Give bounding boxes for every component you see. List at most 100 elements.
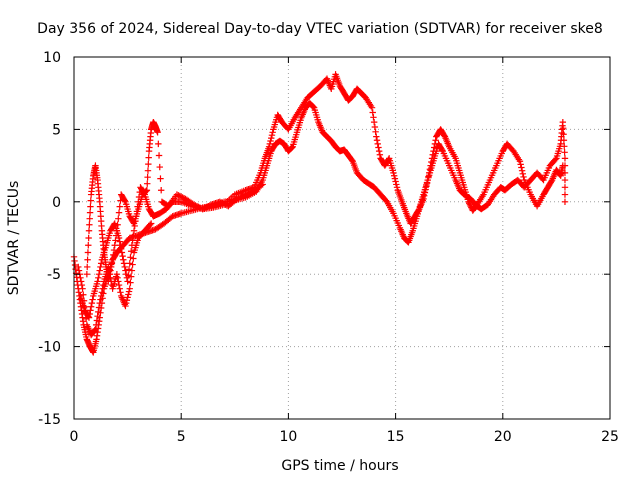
data-point xyxy=(122,302,129,310)
data-point xyxy=(425,169,433,177)
data-point xyxy=(310,103,317,111)
axes-layer: 0 5 10 15 20 25 -15 -10 -5 0 5 10 xyxy=(38,50,619,445)
data-point xyxy=(126,285,133,292)
y-tick-label: -10 xyxy=(38,340,61,356)
data-point xyxy=(116,238,123,245)
data-point xyxy=(392,178,399,185)
data-point xyxy=(373,137,381,144)
data-point xyxy=(390,169,397,177)
data-point xyxy=(145,160,152,168)
data-point xyxy=(87,307,94,314)
data-point xyxy=(127,254,134,261)
data-point xyxy=(438,146,446,154)
data-point xyxy=(374,140,381,148)
data-point xyxy=(154,129,161,136)
data-point xyxy=(520,173,527,181)
data-point xyxy=(369,109,376,116)
data-point xyxy=(145,154,152,161)
data-point xyxy=(432,137,439,144)
data-point xyxy=(142,188,149,195)
data-point xyxy=(130,232,137,239)
data-point xyxy=(82,309,89,317)
data-point xyxy=(75,267,83,274)
data-point xyxy=(393,184,401,191)
chart-title: Day 356 of 2024, Sidereal Day-to-day VTE… xyxy=(37,21,603,37)
data-point xyxy=(415,207,422,214)
data-point xyxy=(175,192,182,199)
data-point xyxy=(127,248,135,255)
data-point xyxy=(116,285,123,292)
y-tick-label: 10 xyxy=(43,50,61,66)
data-point xyxy=(370,114,377,121)
data-point xyxy=(120,256,127,263)
data-point xyxy=(96,267,103,274)
data-point xyxy=(155,152,163,159)
data-point xyxy=(425,173,432,180)
data-point xyxy=(156,163,163,171)
data-point xyxy=(87,303,95,310)
data-point xyxy=(124,278,131,285)
data-point xyxy=(92,321,100,329)
data-point xyxy=(422,186,429,193)
data-point xyxy=(560,137,568,144)
data-point xyxy=(157,187,165,194)
data-point xyxy=(236,194,244,201)
data-point xyxy=(466,201,474,208)
data-point xyxy=(561,198,569,205)
data-point xyxy=(179,194,186,201)
data-point xyxy=(423,183,430,190)
data-point xyxy=(117,289,124,296)
data-point xyxy=(87,197,94,204)
x-tick-label: 20 xyxy=(494,429,512,445)
data-point xyxy=(268,131,276,139)
data-point xyxy=(202,204,209,211)
data-point xyxy=(127,279,134,286)
data-point xyxy=(372,128,379,136)
data-point xyxy=(84,263,91,271)
data-point xyxy=(114,274,121,282)
data-point xyxy=(178,193,185,200)
data-point xyxy=(393,181,400,188)
data-point xyxy=(385,156,392,163)
data-point xyxy=(114,221,121,228)
data-point xyxy=(266,140,274,148)
data-point xyxy=(430,144,438,151)
data-point xyxy=(86,310,93,318)
data-point xyxy=(118,249,126,256)
data-point xyxy=(559,118,567,126)
data-point xyxy=(86,221,93,228)
data-point xyxy=(238,193,245,200)
data-point xyxy=(376,151,384,158)
data-point xyxy=(309,103,316,110)
data-point xyxy=(218,199,225,206)
data-point xyxy=(112,232,120,239)
data-point xyxy=(97,263,104,271)
data-point xyxy=(115,215,122,222)
data-point xyxy=(466,200,473,207)
y-axis-label: SDTVAR / TECUs xyxy=(6,181,22,296)
data-point xyxy=(125,272,132,279)
data-point xyxy=(259,181,266,188)
grid-layer xyxy=(74,57,610,419)
data-point xyxy=(216,198,223,205)
data-point xyxy=(143,187,151,194)
data-point xyxy=(95,304,103,311)
data-point xyxy=(92,326,99,333)
data-point xyxy=(561,143,568,150)
data-point xyxy=(98,289,106,296)
data-point xyxy=(559,124,567,132)
data-point xyxy=(83,271,91,278)
data-point xyxy=(85,234,92,242)
data-point xyxy=(561,184,569,191)
data-point xyxy=(423,180,431,187)
data-point xyxy=(233,195,241,203)
data-point xyxy=(121,197,128,204)
data-point xyxy=(111,242,118,249)
data-point xyxy=(173,191,181,198)
data-point xyxy=(130,227,138,234)
data-point xyxy=(116,203,123,210)
data-point xyxy=(206,202,213,209)
data-point xyxy=(96,299,103,307)
data-point xyxy=(265,143,273,150)
